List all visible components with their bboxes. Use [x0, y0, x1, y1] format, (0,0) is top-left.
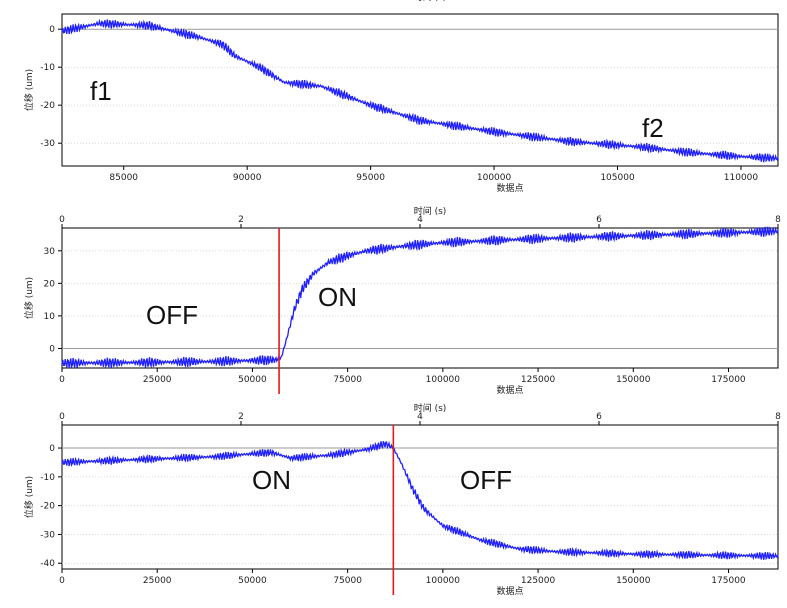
- chart-1-y-tick-label-0: 0: [49, 25, 55, 35]
- chart-2-top-tick-label-2: 4: [417, 215, 423, 225]
- chart-3-annotation-1: OFF: [460, 465, 512, 495]
- chart-3-x-tick-label-6: 150000: [616, 576, 651, 586]
- chart-3-x-tick-label-5: 125000: [521, 576, 556, 586]
- chart-2-x-tick-label-1: 25000: [143, 375, 172, 385]
- chart-2-frame: [61, 227, 779, 369]
- chart-3-top-tick-label-2: 4: [417, 412, 423, 422]
- chart-3-y-tick-label-1: -10: [40, 473, 55, 483]
- chart-2-x-tick-label-3: 75000: [333, 375, 362, 385]
- chart-1-series-line-0: [61, 18, 779, 163]
- chart-3-top-tick-label-0: 0: [59, 412, 65, 422]
- chart-3-series-line-0: [61, 440, 779, 561]
- chart-2-top-xlabel: 时间 (s): [414, 205, 447, 217]
- chart-3-xlabel: 数据点: [496, 585, 523, 597]
- chart-2-ylabel: 位移 (um): [23, 277, 35, 319]
- chart-1-annotation-0: f1: [90, 76, 112, 106]
- chart-2-annotation-1: ON: [318, 282, 357, 312]
- chart-3-top-xlabel: 时间 (s): [414, 402, 447, 414]
- chart-1-xlabel: 数据点: [496, 182, 523, 194]
- chart-2-x-tick-label-0: 0: [59, 375, 65, 385]
- chart-2-x-tick-label-4: 100000: [426, 375, 461, 385]
- chart-1-top-xlabel: 时间 (s): [414, 0, 447, 3]
- chart-3-frame: [61, 424, 779, 570]
- chart-2-top-tick-label-3: 6: [596, 215, 602, 225]
- chart-1-x-tick-label-4: 105000: [600, 173, 635, 183]
- chart-3-y-tick-label-4: -40: [40, 559, 55, 569]
- chart-1-y-tick-label-3: -30: [40, 139, 55, 149]
- chart-2-top-tick-label-0: 0: [59, 215, 65, 225]
- chart-3-x-tick-label-0: 0: [59, 576, 65, 586]
- chart-2-y-tick-label-1: 20: [44, 279, 56, 289]
- chart-3-y-tick-label-2: -20: [40, 502, 55, 512]
- chart-2-series-line-0: [61, 226, 779, 370]
- chart-1-x-tick-label-1: 90000: [233, 173, 262, 183]
- chart-1-x-tick-label-5: 110000: [724, 173, 759, 183]
- chart-2-xlabel: 数据点: [496, 384, 523, 396]
- chart-3-x-tick-label-1: 25000: [143, 576, 172, 586]
- chart-1-x-tick-label-0: 85000: [109, 173, 138, 183]
- chart-2-top-tick-label-1: 2: [238, 215, 244, 225]
- chart-3-top-tick-label-4: 8: [775, 412, 781, 422]
- chart-1-ylabel: 位移 (um): [23, 69, 35, 111]
- chart-2-y-tick-label-2: 10: [44, 312, 56, 322]
- chart-1-y-tick-label-2: -20: [40, 101, 55, 111]
- chart-1-x-tick-label-2: 95000: [356, 173, 385, 183]
- chart-2-x-tick-label-6: 150000: [616, 375, 651, 385]
- chart-3-top-tick-label-3: 6: [596, 412, 602, 422]
- chart-3-x-tick-label-4: 100000: [426, 576, 461, 586]
- chart-2-top-tick-label-4: 8: [775, 215, 781, 225]
- chart-3-y-tick-label-3: -30: [40, 530, 55, 540]
- chart-1-y-tick-label-1: -10: [40, 63, 55, 73]
- chart-3-y-tick-label-0: 0: [49, 444, 55, 454]
- chart-1-x-tick-label-3: 100000: [477, 173, 512, 183]
- chart-2-annotation-0: OFF: [146, 300, 198, 330]
- chart-1-annotation-1: f2: [642, 113, 664, 143]
- chart-2-y-tick-label-3: 0: [49, 344, 55, 354]
- chart-2-y-tick-label-0: 30: [44, 247, 56, 257]
- chart-1-frame: [61, 13, 779, 167]
- chart-3-x-tick-label-7: 175000: [711, 576, 746, 586]
- chart-3-annotation-0: ON: [252, 465, 291, 495]
- chart-2-x-tick-label-2: 50000: [238, 375, 267, 385]
- chart-3-x-tick-label-3: 75000: [333, 576, 362, 586]
- chart-3-x-tick-label-2: 50000: [238, 576, 267, 586]
- chart-3-ylabel: 位移 (um): [23, 476, 35, 518]
- chart-2-x-tick-label-7: 175000: [711, 375, 746, 385]
- chart-3-top-tick-label-1: 2: [238, 412, 244, 422]
- chart-2-x-tick-label-5: 125000: [521, 375, 556, 385]
